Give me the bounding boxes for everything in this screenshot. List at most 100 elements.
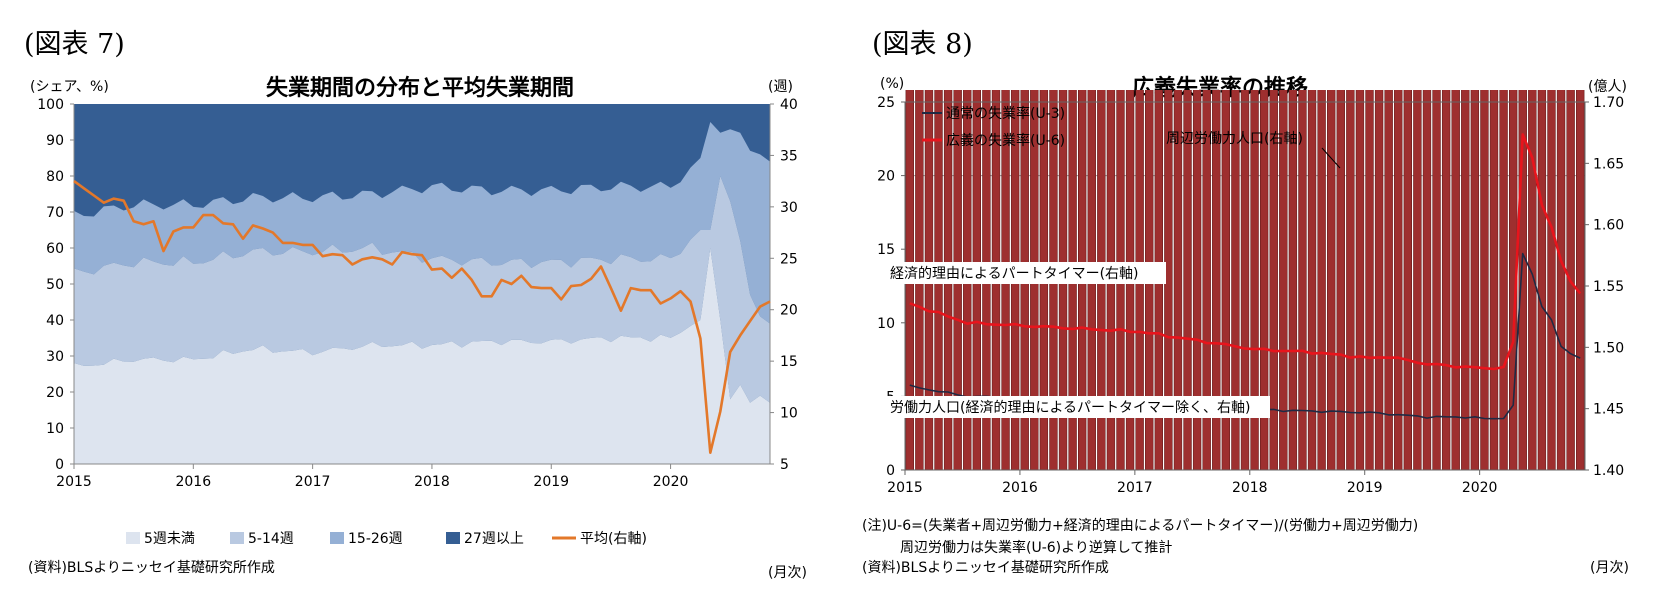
legend-label: 5週未満 [144, 531, 195, 547]
y-right-tick-label: 1.70 [1593, 95, 1624, 111]
bar-workforce [1269, 90, 1278, 471]
y-right-tick-label: 25 [780, 251, 798, 267]
figure7-right-unit: (週) [768, 79, 793, 95]
x-tick-label: 2017 [1117, 480, 1153, 496]
figure8-label: (図表 8) [872, 29, 973, 60]
annotation-workforce: 労働力人口(経済的理由によるパートタイマー除く、右軸) [890, 400, 1251, 416]
chart7-plot: 0 10 20 30 40 50 60 70 80 90 100 5 10 15 20 25 30 35 40 201… [37, 97, 798, 547]
bar-workforce [1461, 90, 1470, 471]
y-left-tick-label: 40 [46, 313, 64, 329]
figure7-title: 失業期間の分布と平均失業期間 [265, 76, 574, 101]
y-right-tick-label: 10 [780, 406, 798, 422]
bar-workforce [1556, 90, 1566, 471]
y-left-tick-label: 0 [886, 463, 895, 479]
x-tick-label: 2018 [414, 474, 450, 490]
y-left-tick-label: 30 [46, 349, 64, 365]
figure7-period-unit: (月次) [768, 565, 807, 581]
bar-workforce [1307, 90, 1317, 471]
annotation-marginal-labor: 周辺労働力人口(右軸) [1166, 131, 1303, 147]
x-tick-label: 2018 [1232, 480, 1268, 496]
y-left-tick-label: 10 [877, 316, 895, 332]
y-right-tick-label: 5 [780, 457, 789, 473]
annotation-box-workforce [886, 396, 1270, 418]
legend-swatch [330, 532, 344, 544]
y-right-tick-label: 40 [780, 97, 798, 113]
bar-workforce [1576, 90, 1585, 471]
y-left-tick-label: 80 [46, 169, 64, 185]
y-left-tick-label: 50 [46, 277, 64, 293]
bar-workforce [1528, 90, 1537, 471]
figure8-period-unit: (月次) [1590, 560, 1629, 576]
bar-workforce [1298, 90, 1307, 471]
legend-label: 15-26週 [348, 531, 403, 547]
area-under-5weeks [74, 248, 770, 464]
bar-workforce [1288, 90, 1298, 471]
bar-workforce [1403, 90, 1412, 471]
y-left-tick-label: 60 [46, 241, 64, 257]
bar-workforce [1279, 90, 1288, 471]
bar-workforce [1499, 90, 1508, 471]
x-tick-label: 2015 [56, 474, 92, 490]
legend-swatch [126, 532, 140, 544]
bar-workforce [1384, 90, 1393, 471]
x-tick-label: 2019 [1347, 480, 1383, 496]
y-right-tick-label: 1.50 [1593, 340, 1624, 356]
y-left-tick-label: 70 [46, 205, 64, 221]
x-tick-label: 2019 [533, 474, 569, 490]
x-tick-label: 2020 [653, 474, 689, 490]
figure8-right-unit: (億人) [1588, 79, 1627, 95]
figure7-left-unit: (シェア、%) [30, 79, 109, 95]
y-right-tick-label: 1.55 [1593, 279, 1624, 295]
x-tick-label: 2017 [295, 474, 331, 490]
bar-workforce [1336, 90, 1345, 471]
y-left-tick-label: 20 [877, 169, 895, 185]
legend-label: 5-14週 [248, 531, 294, 547]
annotation-part-time: 経済的理由によるパートタイマー(右軸) [890, 266, 1139, 282]
x-tick-label: 2016 [175, 474, 211, 490]
y-left-tick-label: 25 [877, 95, 895, 111]
y-right-tick-label: 1.60 [1593, 218, 1624, 234]
area-15-26weeks [74, 122, 770, 324]
series-u6-line [909, 133, 1582, 371]
bar-workforce [1327, 90, 1336, 471]
bar-workforce [1413, 90, 1422, 471]
bar-workforce [1470, 90, 1480, 471]
area-5-14weeks [74, 176, 770, 403]
y-right-tick-label: 1.45 [1593, 402, 1624, 418]
bar-workforce [1422, 90, 1432, 471]
bar-workforce [1489, 90, 1499, 471]
y-left-tick-label: 10 [46, 421, 64, 437]
legend-label-u3: 通常の失業率(U-3) [946, 105, 1065, 122]
y-right-tick-label: 30 [780, 200, 798, 216]
y-right-tick-label: 1.40 [1593, 463, 1624, 479]
bar-workforce [1394, 90, 1403, 471]
annotation-leader-line [1321, 147, 1341, 169]
figure8-source: (資料)BLSよりニッセイ基礎研究所作成 [862, 560, 1109, 576]
legend-label-u6: 広義の失業率(U-6) [946, 132, 1065, 149]
y-left-tick-label: 100 [37, 97, 64, 113]
figure8-note-line1: (注)U-6=(失業者+周辺労働力+経済的理由によるパートタイマー)/(労働力+… [862, 518, 1419, 534]
x-tick-label: 2016 [1002, 480, 1038, 496]
bar-workforce [1480, 90, 1489, 471]
figure8-note-line2: 周辺労働力は失業率(U-6)より逆算して推計 [900, 540, 1173, 556]
y-right-tick-label: 20 [780, 303, 798, 319]
legend-swatch [446, 532, 460, 544]
bar-workforce [1432, 90, 1441, 471]
legend-swatch [230, 532, 244, 544]
figure7-source: (資料)BLSよりニッセイ基礎研究所作成 [28, 560, 275, 576]
bar-workforce [1547, 90, 1556, 471]
bar-workforce [1441, 90, 1451, 471]
legend-label: 27週以上 [464, 531, 524, 547]
figure8-left-unit: (%) [880, 76, 905, 92]
y-right-tick-label: 15 [780, 354, 798, 370]
y-right-tick-label: 35 [780, 148, 798, 164]
figure7-label: (図表 7) [24, 29, 125, 60]
y-right-tick-label: 1.65 [1593, 156, 1624, 172]
x-tick-label: 2020 [1462, 480, 1498, 496]
bar-workforce [1537, 90, 1547, 471]
annotation-box-part-time [886, 262, 1166, 284]
chart8-plot: 05101520251.401.451.501.551.601.651.7020… [877, 90, 1624, 496]
y-left-tick-label: 0 [55, 457, 64, 473]
y-left-tick-label: 15 [877, 242, 895, 258]
legend-label: 平均(右軸) [580, 531, 647, 547]
